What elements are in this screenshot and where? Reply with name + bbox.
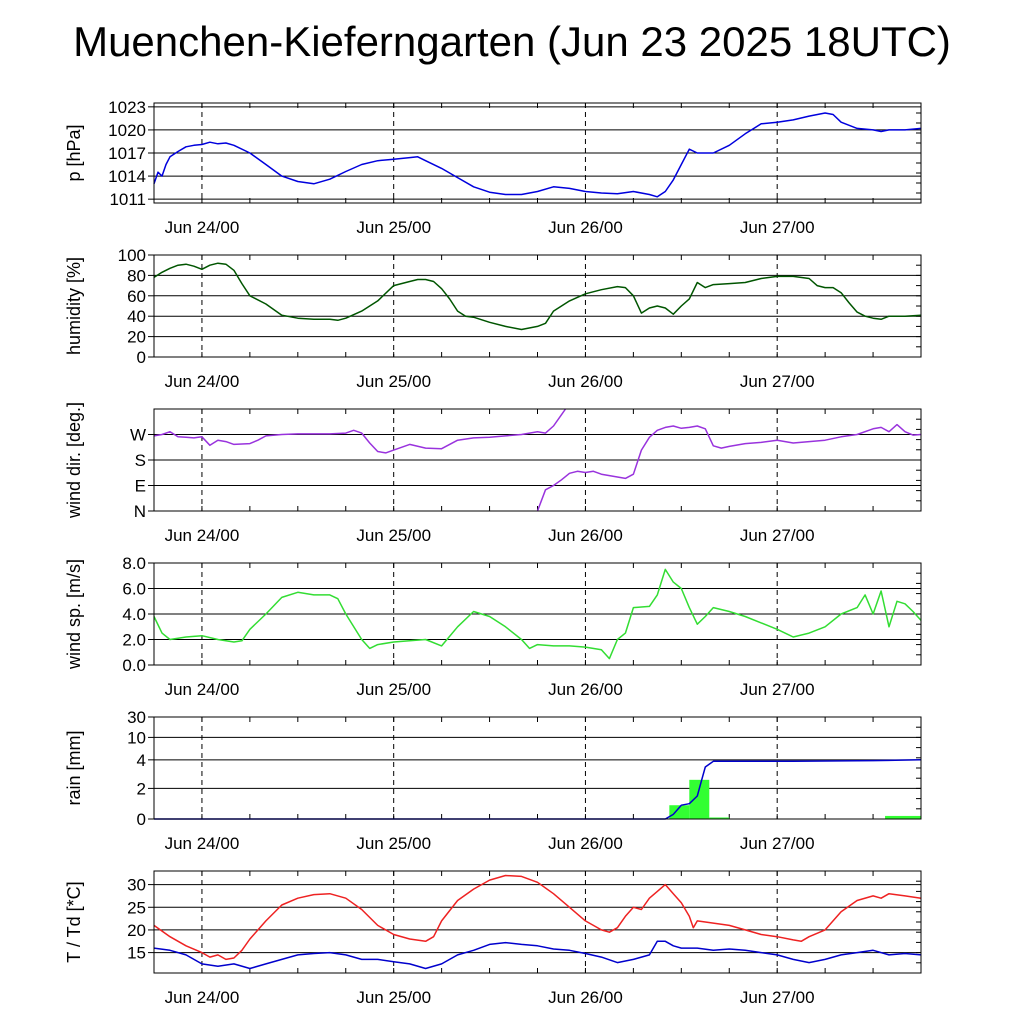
series-line-pressure [153,112,922,198]
x-tick-label: Jun 26/00 [548,834,623,853]
panel-temperature: 15 20 25 30 Jun 24/00 Jun 25/00 Jun 26/00 Jun 2… [64,870,922,1007]
plot-frame [153,870,922,974]
x-tick-label: Jun 24/00 [165,372,240,391]
x-tick-label: Jun 27/00 [740,526,815,545]
series-line-temperature [153,874,922,961]
x-tick-label: Jun 24/00 [165,834,240,853]
series-line-wind_dir [153,408,567,454]
x-tick-label: Jun 24/00 [165,680,240,699]
y-axis-label: humidity [%] [64,257,84,355]
y-tick-label: 2.0 [122,631,146,650]
y-tick-label: 0 [137,348,146,367]
y-axis-label: rain [mm] [64,730,84,805]
y-tick-label: 30 [127,876,146,895]
y-axis-label: T / Td [*C] [64,881,84,962]
x-tick-label: Jun 24/00 [165,526,240,545]
x-tick-label: Jun 24/00 [165,988,240,1007]
y-tick-label: 100 [118,246,146,265]
y-axis-label: wind dir. [deg.] [64,402,84,519]
y-tick-label: 40 [127,307,146,326]
y-tick-label: 1023 [108,98,146,117]
x-tick-label: Jun 26/00 [548,526,623,545]
x-tick-label: Jun 25/00 [356,988,431,1007]
y-tick-label: 30 [127,708,146,727]
y-tick-label: S [135,451,146,470]
y-tick-label: 6.0 [122,580,146,599]
plot-frame [153,408,922,512]
x-tick-label: Jun 25/00 [356,834,431,853]
y-tick-label: 0.0 [122,656,146,675]
plot-frame [153,562,922,666]
y-tick-label: 20 [127,921,146,940]
rain-bar [689,779,710,819]
chart-title: Muenchen-Kieferngarten (Jun 23 2025 18UT… [73,18,951,65]
y-axis-label: p [hPa] [64,124,84,181]
x-tick-label: Jun 25/00 [356,218,431,237]
y-tick-label: 4.0 [122,605,146,624]
x-tick-label: Jun 25/00 [356,372,431,391]
rain-bar [885,815,921,819]
x-tick-label: Jun 26/00 [548,372,623,391]
x-tick-label: Jun 26/00 [548,988,623,1007]
y-tick-label: W [130,426,146,445]
x-tick-label: Jun 27/00 [740,680,815,699]
y-tick-label: 1020 [108,121,146,140]
x-tick-label: Jun 26/00 [548,218,623,237]
plot-frame [153,716,922,820]
panel-pressure: 1011 1014 1017 1020 1023 Jun 24/00 Jun 25/00 Ju… [64,98,922,237]
y-tick-label: 60 [127,287,146,306]
plot-frame [153,102,922,204]
series-line-dewpoint [153,940,922,970]
y-tick-label: 1017 [108,144,146,163]
x-tick-label: Jun 25/00 [356,680,431,699]
panel-wind-speed: 0.0 2.0 4.0 6.0 8.0 Jun 24/00 Jun 25/00 Jun 26/… [64,554,922,699]
rain-bar [709,817,730,819]
rain-bar [669,805,690,819]
x-tick-label: Jun 25/00 [356,526,431,545]
series-line-wind_dir [536,423,922,512]
y-tick-label: N [134,502,146,521]
x-tick-label: Jun 26/00 [548,680,623,699]
y-tick-label: E [135,477,146,496]
x-tick-label: Jun 27/00 [740,218,815,237]
y-tick-label: 15 [127,944,146,963]
plot-frame [153,254,922,358]
y-tick-label: 0 [137,810,146,829]
y-tick-label: 2 [137,779,146,798]
y-tick-label: 1011 [109,190,146,209]
series-line-wind_speed [153,568,922,660]
y-tick-label: 25 [127,898,146,917]
y-tick-label: 1014 [108,167,146,186]
y-tick-label: 4 [137,751,146,770]
y-tick-label: 20 [127,328,146,347]
x-tick-label: Jun 27/00 [740,372,815,391]
series-line-rain_cum [154,759,922,820]
y-tick-label: 10 [127,728,146,747]
x-tick-label: Jun 27/00 [740,988,815,1007]
series-line-humidity [153,262,922,331]
y-tick-label: 8.0 [122,554,146,573]
x-tick-label: Jun 27/00 [740,834,815,853]
y-axis-label: wind sp. [m/s] [64,559,84,670]
x-tick-label: Jun 24/00 [165,218,240,237]
y-tick-label: 80 [127,266,146,285]
